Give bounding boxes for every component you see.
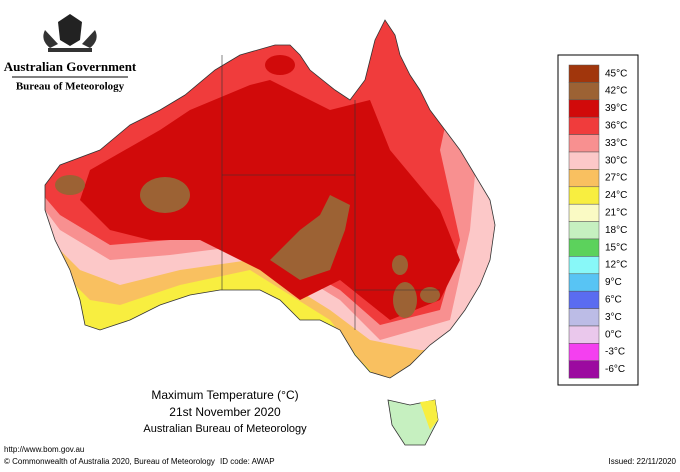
legend-label: 0°C bbox=[605, 329, 622, 340]
legend-label: -3°C bbox=[605, 347, 625, 358]
legend-swatch bbox=[568, 325, 600, 344]
legend-label: 6°C bbox=[605, 295, 622, 306]
legend-swatch bbox=[568, 82, 600, 101]
legend-label: 9°C bbox=[605, 277, 622, 288]
map-date: 21st November 2020 bbox=[169, 405, 281, 419]
legend-swatch bbox=[568, 360, 600, 379]
legend-swatch bbox=[568, 256, 600, 275]
legend-label: 24°C bbox=[605, 190, 627, 201]
legend-swatch bbox=[568, 151, 600, 170]
footer-url: http://www.bom.gov.au bbox=[4, 445, 84, 454]
footer-copyright: © Commonwealth of Australia 2020, Bureau… bbox=[4, 457, 215, 466]
state-borders bbox=[221, 55, 440, 330]
legend-label: 21°C bbox=[605, 208, 627, 219]
map-title: Maximum Temperature (°C) bbox=[151, 388, 298, 402]
legend-swatch bbox=[568, 186, 600, 205]
legend-swatch bbox=[568, 134, 600, 153]
legend-label: 15°C bbox=[605, 242, 627, 253]
agency-name: Bureau of Meteorology bbox=[16, 81, 125, 93]
legend-swatch bbox=[568, 273, 600, 292]
legend-label: 33°C bbox=[605, 138, 627, 149]
government-name: Australian Government bbox=[4, 59, 137, 74]
legend-swatch bbox=[568, 290, 600, 309]
legend-label: 30°C bbox=[605, 155, 627, 166]
legend-label: 12°C bbox=[605, 260, 627, 271]
footer-id: ID code: AWAP bbox=[220, 457, 275, 466]
legend-label: 45°C bbox=[605, 68, 627, 79]
legend-label: 3°C bbox=[605, 312, 622, 323]
legend: 45°C 42°C 39°C 36°C 33°C 30°C 27°C 24°C 21°C 18°C… bbox=[568, 64, 627, 379]
legend-swatch bbox=[568, 116, 600, 135]
legend-swatch bbox=[568, 203, 600, 222]
legend-label: 18°C bbox=[605, 225, 627, 236]
footer-issued: Issued: 22/11/2020 bbox=[609, 457, 677, 466]
legend-swatch bbox=[568, 64, 600, 83]
legend-label: 42°C bbox=[605, 86, 627, 97]
legend-label: -6°C bbox=[605, 364, 625, 375]
legend-swatch bbox=[568, 343, 600, 362]
legend-swatch bbox=[568, 221, 600, 240]
tasmania-east bbox=[420, 400, 438, 430]
legend-swatch bbox=[568, 238, 600, 257]
legend-swatch bbox=[568, 169, 600, 188]
coastline bbox=[44, 19, 496, 379]
coat-of-arms bbox=[43, 14, 97, 52]
legend-label: 27°C bbox=[605, 173, 627, 184]
map-source: Australian Bureau of Meteorology bbox=[143, 423, 307, 435]
legend-label: 36°C bbox=[605, 121, 627, 132]
legend-swatch bbox=[568, 99, 600, 118]
legend-swatch bbox=[568, 308, 600, 327]
legend-label: 39°C bbox=[605, 103, 627, 114]
